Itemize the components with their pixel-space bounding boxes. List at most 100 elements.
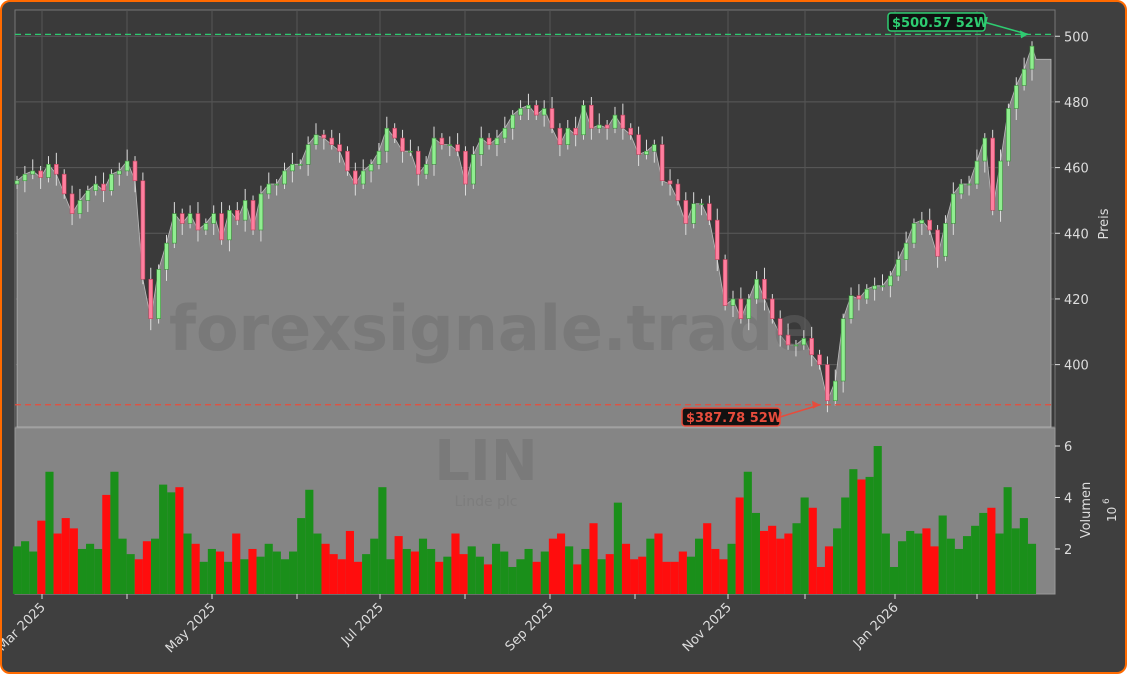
volume-bar-down (930, 546, 939, 594)
volume-bar-up (646, 538, 655, 594)
volume-bar-up (792, 523, 801, 594)
candle-up (612, 114, 618, 129)
volume-bar-down (711, 548, 720, 594)
volume-bar-down (784, 533, 793, 594)
volume-bar-down (654, 533, 663, 594)
volume-bar-up (370, 538, 379, 594)
candle-up (541, 108, 547, 116)
volume-bar-up (938, 515, 947, 594)
volume-bar-up (500, 551, 509, 594)
volume-bar-down (410, 551, 419, 594)
candle-down (683, 200, 689, 224)
volume-bar-down (703, 523, 712, 594)
candle-up (22, 173, 28, 182)
volume-bar-up (1011, 528, 1020, 594)
candle-down (219, 213, 224, 241)
candle-up (510, 114, 515, 129)
candle-up (880, 285, 885, 288)
candle-down (486, 137, 492, 145)
candle-down (762, 278, 767, 300)
volume-bar-down (719, 559, 728, 594)
candle-down (856, 295, 862, 300)
candle-up (864, 288, 870, 300)
x-tick-label: Nov 2025 (680, 600, 735, 655)
candle-down (825, 364, 830, 402)
volume-bar-down (987, 507, 996, 594)
candle-down (415, 150, 421, 175)
volume-bar-down (191, 543, 200, 594)
ticker-watermark: LIN (434, 429, 537, 494)
candle-down (132, 160, 138, 182)
candle-down (604, 124, 610, 129)
high-52w-arrowhead (1020, 30, 1028, 39)
candle-up (282, 170, 287, 185)
volume-bar-up (946, 538, 955, 594)
candle-up (1029, 45, 1035, 70)
candle-up (911, 223, 917, 244)
candle-down (549, 108, 555, 129)
candle-down (777, 318, 783, 336)
volume-bar-down (459, 554, 468, 594)
volume-bar-down (556, 533, 566, 594)
volume-bar-up (402, 548, 411, 594)
volume-bar-down (215, 551, 225, 594)
candle-up (943, 223, 948, 257)
volume-unit: 10 (1105, 507, 1119, 522)
volume-bar-down (816, 566, 825, 594)
candle-down (321, 134, 327, 139)
high-52w-label: $500.57 52W (892, 16, 988, 31)
volume-bar-down (142, 541, 151, 594)
candle-down (557, 127, 563, 145)
volume-bar-up (971, 525, 980, 594)
volume-bar-up (841, 497, 850, 594)
volume-bar-up (94, 548, 103, 594)
volume-bar-up (492, 543, 501, 594)
volume-bar-up (540, 551, 549, 594)
candle-up (998, 160, 1003, 211)
date-axis: Mar 2025 May 2025 Jul 2025 Sep 2025 Nov 2025… (2, 594, 978, 656)
candle-up (408, 150, 413, 153)
candle-up (77, 200, 83, 214)
volume-bar-up (386, 559, 395, 594)
candle-up (730, 298, 736, 306)
candle-up (368, 164, 374, 172)
volume-bar-down (768, 525, 777, 594)
candle-down (455, 144, 460, 152)
candle-down (148, 278, 154, 319)
volume-bar-up (256, 556, 265, 594)
candle-up (919, 219, 925, 224)
candle-up (958, 183, 964, 195)
volume-bar-down (735, 497, 744, 594)
candle-up (565, 127, 571, 145)
levels: $500.57 52W $387.78 52W (15, 12, 1055, 427)
candle-down (61, 173, 67, 195)
low-52w-label: $387.78 52W (686, 411, 782, 426)
volume-bar-up (443, 556, 452, 594)
candle-up (211, 213, 217, 224)
volume-axis: 2 4 6 (1055, 440, 1072, 558)
candle-up (384, 127, 390, 152)
volume-bar-down (69, 528, 78, 594)
candle-up (526, 104, 531, 109)
volume-bar-up (613, 502, 622, 594)
volume-bar-down (37, 520, 46, 594)
candles (14, 41, 1035, 413)
volume-bar-down (857, 479, 866, 594)
y-tick-label: 440 (1064, 227, 1089, 242)
volume-tick-label: 4 (1064, 491, 1072, 506)
candle-down (785, 334, 791, 346)
candle-down (69, 193, 75, 214)
y-tick-label: 460 (1064, 162, 1089, 177)
low-52w-label-box (681, 407, 781, 427)
volume-bar-up (1019, 518, 1028, 594)
volume-bar-up (914, 533, 923, 594)
volume-bar-up (881, 533, 890, 594)
candle-down (353, 170, 358, 185)
volume-bar-up (167, 492, 176, 594)
volume-bar-up (995, 533, 1004, 594)
candle-down (392, 127, 397, 139)
candle-up (1006, 108, 1011, 162)
volume-bar-down (175, 487, 184, 594)
volume-bar-up (467, 546, 476, 594)
candle-up (124, 160, 130, 172)
